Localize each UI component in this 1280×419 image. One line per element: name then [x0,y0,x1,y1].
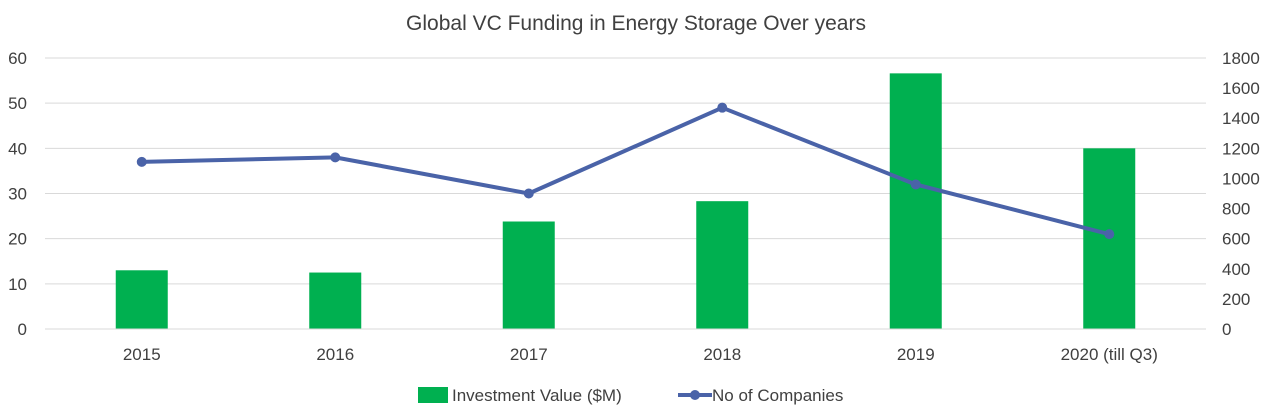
x-tick-label: 2017 [510,345,548,364]
right-tick-label: 400 [1222,260,1250,279]
x-tick-label: 2018 [703,345,741,364]
x-tick-label: 2020 (till Q3) [1061,345,1158,364]
bar-investment-2015 [115,270,168,329]
point-companies-2016 [330,152,341,163]
right-axis-ticks: 0 200 400 600 800 1000 1200 1400 1600 1800 [1222,49,1260,339]
bar-investment-2016 [309,272,362,329]
left-tick-label: 20 [8,230,27,249]
bar-investment-2017 [502,221,555,329]
x-axis-labels: 2015 2016 2017 2018 2019 2020 (till Q3) [45,328,1206,364]
left-tick-label: 30 [8,185,27,204]
legend-label-investment: Investment Value ($M) [452,386,622,405]
right-tick-label: 1200 [1222,139,1260,158]
left-tick-label: 0 [18,320,27,339]
chart-title: Global VC Funding in Energy Storage Over… [406,12,866,35]
right-tick-label: 0 [1222,320,1231,339]
right-tick-label: 600 [1222,230,1250,249]
right-tick-label: 800 [1222,200,1250,219]
x-tick-label: 2016 [316,345,354,364]
x-tick-label: 2019 [897,345,935,364]
line-companies [141,105,1110,237]
bar-series [115,73,1136,330]
bar-investment-2018 [696,201,749,329]
point-companies-2020 [1104,229,1115,240]
point-companies-2017 [523,188,534,199]
left-axis-ticks: 0 10 20 30 40 50 60 [8,49,27,339]
point-companies-2019 [910,179,921,190]
left-tick-label: 10 [8,275,27,294]
left-tick-label: 40 [8,139,27,158]
right-tick-label: 1400 [1222,109,1260,128]
right-tick-label: 1000 [1222,169,1260,188]
point-companies-2018 [717,102,728,113]
legend-label-companies: No of Companies [712,386,843,405]
point-companies-2015 [136,156,147,167]
right-tick-label: 1800 [1222,49,1260,68]
line-series [136,102,1115,240]
gridlines [45,57,1206,330]
legend: Investment Value ($M) No of Companies [418,386,843,405]
right-tick-label: 1600 [1222,79,1260,98]
legend-swatch-investment [418,387,448,403]
bar-investment-2019 [889,73,942,330]
x-tick-label: 2015 [123,345,161,364]
left-tick-label: 60 [8,49,27,68]
left-tick-label: 50 [8,94,27,113]
right-tick-label: 200 [1222,290,1250,309]
legend-marker-companies [690,390,700,400]
